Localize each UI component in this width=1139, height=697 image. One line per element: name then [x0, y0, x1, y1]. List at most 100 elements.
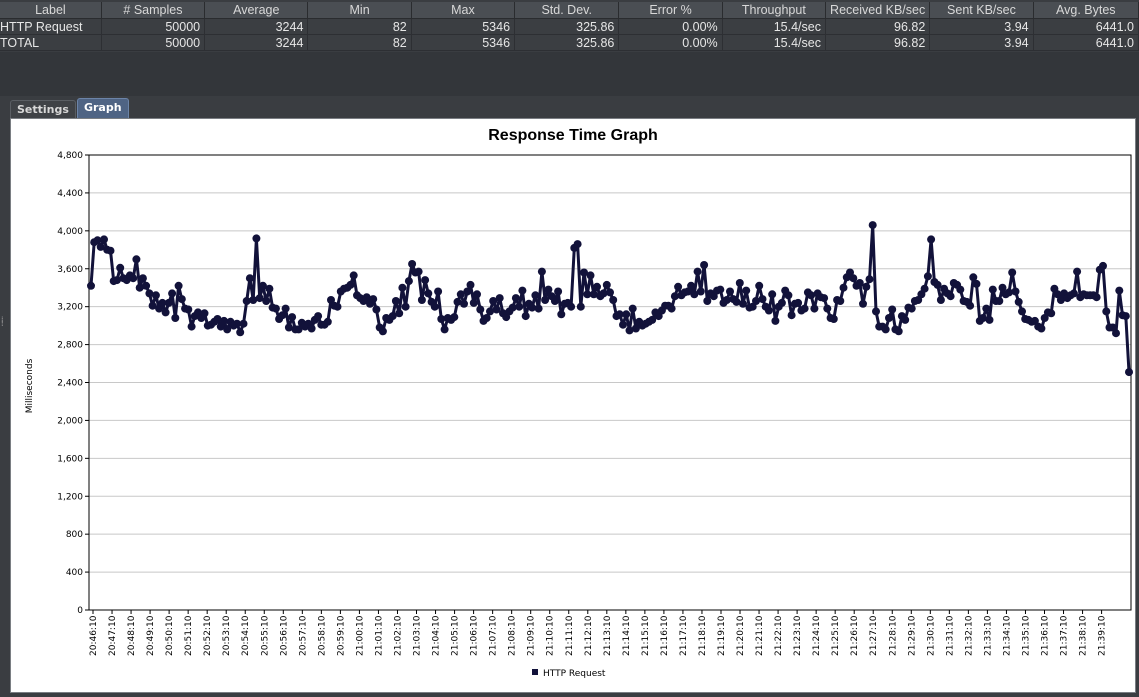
column-header-label[interactable]: Label: [0, 2, 102, 19]
x-tick-label: 21:28:10: [888, 615, 898, 656]
data-point: [398, 283, 407, 292]
data-point: [606, 288, 614, 297]
chart-grid: [89, 192, 1131, 573]
column-header-error[interactable]: Error %: [618, 2, 723, 19]
data-point: [619, 320, 627, 329]
x-tick-label: 21:04:10: [432, 615, 442, 656]
table-cell: 6441.0: [1033, 34, 1139, 51]
data-point: [417, 296, 426, 304]
tab-graph[interactable]: Graph: [76, 98, 129, 120]
data-point: [106, 246, 115, 255]
x-tick-label: 21:14:10: [622, 615, 632, 656]
data-point: [923, 272, 932, 281]
data-point: [184, 305, 193, 314]
data-point: [755, 281, 764, 290]
data-point: [593, 282, 601, 291]
x-tick-label: 21:13:10: [603, 615, 613, 656]
data-point: [434, 287, 443, 296]
column-header-avg-bytes[interactable]: Avg. Bytes: [1033, 2, 1139, 19]
data-point: [164, 298, 173, 307]
y-tick-label: 2,400: [57, 379, 83, 389]
data-point: [859, 299, 867, 308]
data-point: [554, 287, 563, 296]
table-cell: 82: [307, 34, 412, 51]
data-point: [703, 297, 712, 305]
data-point: [258, 281, 267, 290]
data-point: [557, 310, 566, 319]
column-header-sent[interactable]: Sent KB/sec: [929, 2, 1034, 19]
table-row[interactable]: TOTAL 50000 3244 82 5346 325.86 0.00% 15…: [0, 34, 1139, 51]
x-tick-label: 21:33:10: [983, 615, 993, 656]
y-tick-label: 3,600: [57, 265, 83, 275]
data-point: [93, 236, 102, 245]
data-point: [492, 305, 501, 314]
column-header-throughput[interactable]: Throughput: [722, 2, 826, 19]
data-point: [531, 291, 540, 300]
x-tick-label: 20:58:10: [317, 615, 327, 656]
y-axis-ticks: 0 400 800 1,200 1,600 2,000 2,400 2,800 3,200 3,6…: [57, 151, 89, 616]
data-point: [239, 319, 248, 328]
table-cell: 5346: [411, 18, 516, 35]
data-point: [145, 289, 154, 298]
data-point: [576, 302, 585, 311]
x-tick-label: 21:01:10: [374, 615, 384, 656]
data-point: [265, 284, 274, 293]
data-point: [395, 309, 404, 318]
x-tick-label: 20:48:10: [127, 615, 137, 656]
data-point: [333, 302, 342, 311]
table-cell: 0.00%: [618, 34, 723, 51]
data-point: [456, 290, 465, 299]
x-tick-label: 21:10:10: [546, 615, 556, 656]
x-tick-label: 21:06:10: [470, 615, 480, 656]
column-header-min[interactable]: Min: [307, 2, 412, 19]
x-tick-label: 21:29:10: [907, 615, 917, 656]
data-point: [116, 263, 125, 272]
table-cell: 96.82: [825, 18, 931, 35]
data-point: [372, 305, 381, 314]
data-point: [586, 271, 595, 280]
data-point: [245, 274, 254, 283]
legend: HTTP Request: [532, 669, 606, 679]
summary-table: Label # Samples Average Min Max Std. Dev…: [0, 2, 1139, 51]
y-tick-label: 2,800: [57, 341, 83, 351]
data-point: [100, 235, 108, 244]
x-tick-label: 20:50:10: [165, 615, 175, 656]
data-point: [583, 290, 592, 299]
data-point: [787, 311, 796, 320]
data-point: [404, 277, 413, 286]
data-point: [969, 273, 978, 282]
data-point: [541, 296, 550, 304]
column-header-max[interactable]: Max: [411, 2, 516, 19]
tab-settings[interactable]: Settings: [10, 100, 76, 120]
data-point: [920, 284, 929, 293]
x-tick-label: 21:11:10: [565, 615, 575, 656]
data-point: [995, 297, 1004, 305]
data-point: [388, 312, 397, 321]
splitter-grip-icon[interactable]: ⁞ ⁞: [1, 315, 4, 328]
data-point: [687, 281, 696, 290]
data-point: [998, 283, 1007, 292]
column-header-average[interactable]: Average: [204, 2, 309, 19]
table-row[interactable]: HTTP Request 50000 3244 82 5346 325.86 0…: [0, 18, 1139, 35]
x-tick-label: 21:38:10: [1079, 615, 1089, 656]
data-point: [476, 305, 485, 314]
data-point: [138, 274, 147, 283]
column-header-std-dev[interactable]: Std. Dev.: [514, 2, 620, 19]
column-header-received[interactable]: Received KB/sec: [825, 2, 931, 19]
data-point: [810, 304, 819, 313]
y-tick-label: 1,200: [57, 492, 83, 502]
table-cell: 50000: [101, 18, 206, 35]
data-point: [369, 295, 378, 304]
data-point: [174, 281, 183, 290]
table-cell: 96.82: [825, 34, 931, 51]
x-tick-label: 21:34:10: [1002, 615, 1012, 656]
x-tick-label: 21:23:10: [793, 615, 803, 656]
x-tick-label: 21:25:10: [831, 615, 841, 656]
data-point: [865, 275, 874, 284]
column-header-samples[interactable]: # Samples: [101, 2, 206, 19]
data-point: [1008, 268, 1017, 277]
x-tick-label: 20:56:10: [279, 615, 289, 656]
data-point: [823, 304, 832, 313]
data-point: [408, 260, 417, 268]
data-point: [135, 283, 144, 292]
